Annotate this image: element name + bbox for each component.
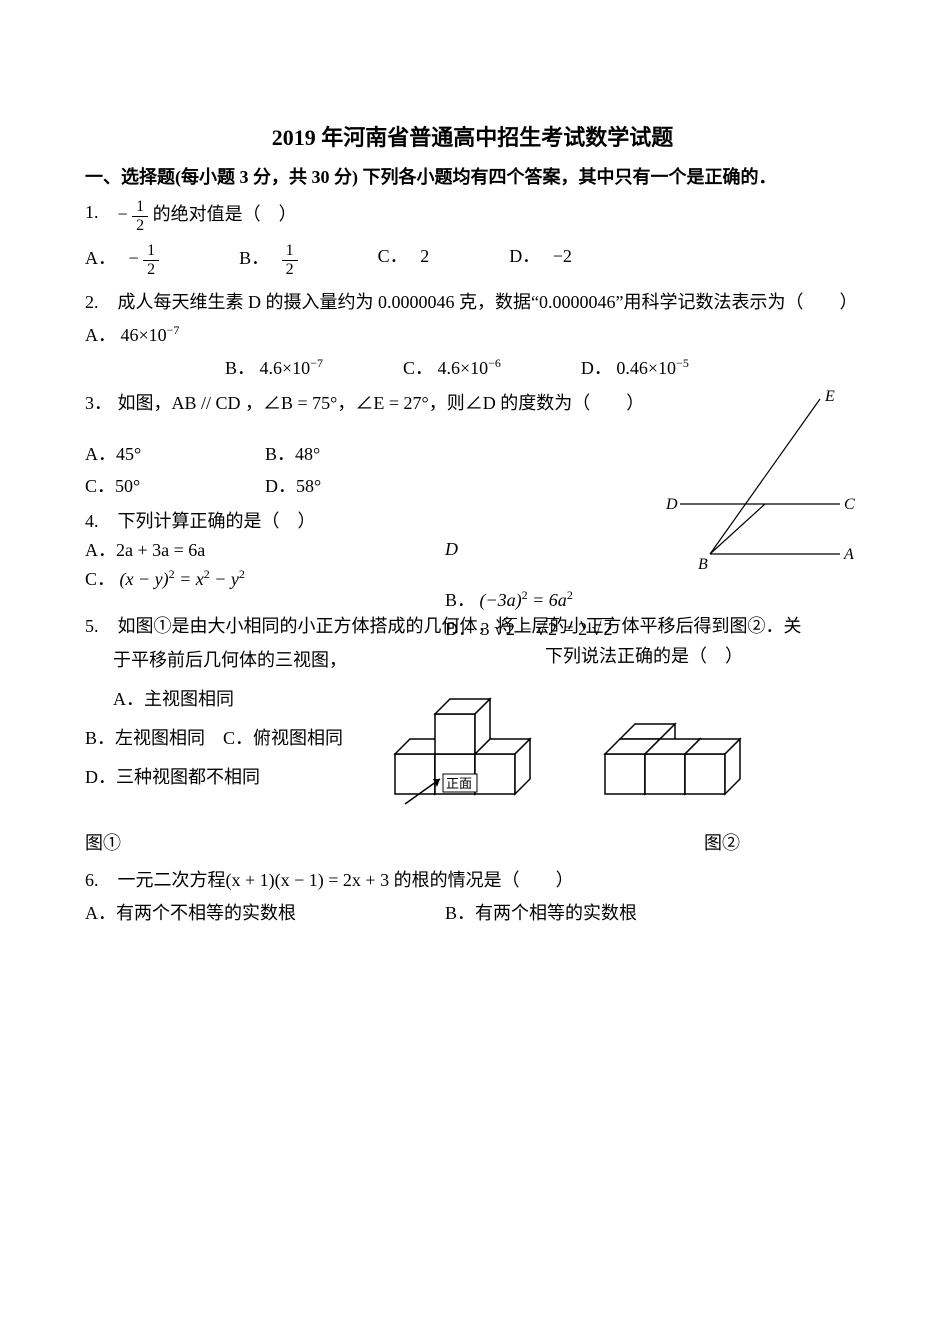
fig2-label: 图②: [704, 829, 740, 858]
q4-optC-mid: − y: [214, 569, 239, 589]
q5-option-bc: B．左视图相同 C．俯视图相同: [85, 724, 365, 753]
q1-option-d: D． −2: [509, 242, 572, 278]
q1-fraction: 1 2: [132, 198, 148, 234]
q2-optB-base: 4.6×10: [260, 358, 311, 378]
q1-frac-num: 1: [132, 198, 148, 217]
q5-num: 5.: [85, 612, 113, 641]
q2-num: 2.: [85, 288, 113, 317]
q2-optB-label: B．: [225, 358, 255, 378]
question-2: 2. 成人每天维生素 D 的摄入量约为 0.0000046 克，数据“0.000…: [85, 288, 860, 382]
q2-option-a: A． 46×10−7: [85, 325, 179, 345]
q4-option-b: B． (−3a)2 = 6a2: [445, 586, 614, 615]
q2-optA-base: 46×10: [121, 325, 167, 345]
q1-option-a: A． − 1 2: [85, 242, 159, 278]
q1-optA-num: 1: [143, 242, 159, 261]
q3-option-b: B．48°: [265, 440, 320, 469]
section-header: 一、选择题(每小题 3 分，共 30 分) 下列各小题均有四个答案，其中只有一个…: [85, 163, 860, 192]
q5-text2: 于平移前后几何体的三视图，: [113, 650, 347, 670]
q1-optB-den: 2: [282, 261, 298, 279]
label-E: E: [824, 389, 835, 405]
q6-text: 一元二次方程(x + 1)(x − 1) = 2x + 3 的根的情况是（ ）: [118, 870, 574, 890]
q5-text3: 下列说法正确的是（ ）: [545, 646, 743, 666]
q1-optD-val: −2: [553, 246, 572, 266]
q4-middle-D: D: [445, 535, 614, 564]
q2-optD-exp: −5: [676, 356, 689, 370]
q2-optD-base: 0.46×10: [616, 358, 676, 378]
q2-optA-exp: −7: [167, 323, 180, 337]
q2-option-b: B． 4.6×10−7: [225, 354, 323, 383]
q2-optD-label: D．: [581, 358, 612, 378]
q1-optA-prefix: −: [129, 248, 144, 268]
q4-optC-rhs-e1: 2: [204, 567, 210, 581]
q4-optB-rhs-exp: 2: [567, 588, 573, 602]
q1-optA-label: A．: [85, 248, 116, 268]
q3-num: 3．: [85, 389, 113, 418]
q5-text1: 如图①是由大小相同的小正方体搭成的几何体，将上层的小正方体平移后得到图②．关: [118, 616, 802, 636]
q4-optB-rhs: = 6a: [532, 590, 567, 610]
q1-num: 1.: [85, 198, 113, 227]
front-label: 正面: [446, 776, 472, 791]
q5-option-d: D．三种视图都不相同: [85, 763, 365, 792]
q3-option-d: D．58°: [265, 472, 321, 501]
question-1: 1. − 1 2 的绝对值是（ ） A． − 1 2 B． 1 2 C． 2: [85, 198, 860, 278]
q1-optC-label: C．: [378, 246, 408, 266]
q4-text: 下列计算正确的是（ ）: [118, 511, 316, 531]
q1-optD-label: D．: [509, 246, 540, 266]
fig1-label: 图①: [85, 829, 121, 858]
q1-optA-den: 2: [143, 261, 159, 279]
q3-option-c: C．50°: [85, 472, 265, 501]
q4-optC-label: C．: [85, 569, 115, 589]
q1-optB-label: B．: [239, 248, 269, 268]
q5-option-a: A．主视图相同: [113, 685, 365, 714]
q2-option-d: D． 0.46×10−5: [581, 354, 689, 383]
q4-optC-exp: 2: [169, 567, 175, 581]
q1-option-c: C． 2: [378, 242, 430, 278]
question-4: 4. 下列计算正确的是（ ） A．2a + 3a = 6a C． (x − y)…: [85, 507, 860, 593]
q4-optB-lhs: (−3a): [480, 590, 522, 610]
page-title: 2019 年河南省普通高中招生考试数学试题: [85, 120, 860, 155]
q2-optA-label: A．: [85, 325, 116, 345]
q2-text: 成人每天维生素 D 的摄入量约为 0.0000046 克，数据“0.000004…: [118, 292, 858, 312]
q4-optB-exp: 2: [522, 588, 528, 602]
q3-option-a: A．45°: [85, 440, 265, 469]
q1-frac-den: 2: [132, 217, 148, 235]
q6-option-b: B．有两个相等的实数根: [445, 899, 637, 928]
q2-option-c: C． 4.6×10−6: [403, 354, 501, 383]
q4-optC-rhs-e2: 2: [239, 567, 245, 581]
q2-optB-exp: −7: [310, 356, 323, 370]
q1-text-prefix: −: [118, 204, 133, 224]
q3-text: 如图，AB // CD ，∠B = 75°，∠E = 27°，则∠D 的度数为（…: [118, 393, 645, 413]
q4-num: 4.: [85, 507, 113, 536]
q4-optC-rhs: = x: [179, 569, 204, 589]
question-5: 5. 如图①是由大小相同的小正方体搭成的几何体，将上层的小正方体平移后得到图②．…: [85, 612, 860, 858]
q1-optC-val: 2: [420, 246, 429, 266]
q2-optC-base: 4.6×10: [437, 358, 488, 378]
cube-figure-2: [595, 679, 785, 809]
question-6: 6. 一元二次方程(x + 1)(x − 1) = 2x + 3 的根的情况是（…: [85, 866, 860, 928]
q1-optB-num: 1: [282, 242, 298, 261]
q6-num: 6.: [85, 866, 113, 895]
question-3: E C D B A 3． 如图，AB // CD ，∠B = 75°，∠E = …: [85, 389, 860, 501]
q4-optC-lhs: (x − y): [120, 569, 169, 589]
q1-option-b: B． 1 2: [239, 242, 298, 278]
q2-optC-exp: −6: [488, 356, 501, 370]
q2-optC-label: C．: [403, 358, 433, 378]
q4-optB-label: B．: [445, 590, 475, 610]
q1-text-suffix: 的绝对值是（ ）: [153, 204, 297, 224]
cube-figure-1: 正面: [385, 679, 555, 809]
q6-option-a: A．有两个不相等的实数根: [85, 899, 445, 928]
